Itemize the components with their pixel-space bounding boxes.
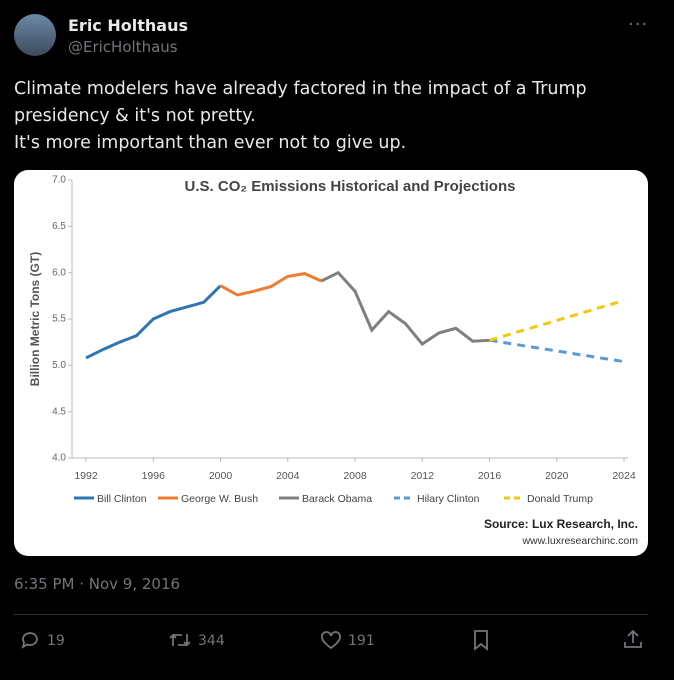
source: Source: Lux Research, Inc. [484,517,638,531]
y-tick-label: 5.5 [52,314,66,325]
y-axis-label: Billion Metric Tons (GT) [28,252,42,386]
y-tick-label: 7.0 [52,175,66,186]
like-icon[interactable] [320,630,342,650]
series-line [489,299,625,342]
legend-label: Hilary Clinton [417,493,480,505]
series-line [320,270,490,347]
divider [14,614,648,615]
legend-label: George W. Bush [181,493,258,505]
legend-label: Barack Obama [302,493,372,505]
like-count[interactable]: 191 [348,633,375,649]
x-tick-label: 2016 [478,470,502,482]
chart-title: U.S. CO₂ Emissions Historical and Projec… [185,178,516,195]
legend-label: Donald Trump [527,493,593,505]
author-name[interactable]: Eric Holthaus [68,16,188,35]
legend-label: Bill Clinton [97,493,147,505]
x-tick-label: 2000 [209,470,233,482]
retweet-icon[interactable] [168,630,192,650]
series-line [489,338,625,364]
series-line [85,284,222,360]
reply-count[interactable]: 19 [47,633,65,649]
y-tick-label: 4.0 [52,453,66,464]
x-tick-label: 1996 [142,470,166,482]
chart-image[interactable]: U.S. CO₂ Emissions Historical and Projec… [14,170,648,556]
paragraph: Climate modelers have already factored i… [14,79,587,126]
y-tick-label: 4.5 [52,406,66,417]
y-tick-label: 6.5 [52,221,66,232]
bookmark-icon[interactable] [472,629,490,651]
y-tick-label: 6.0 [52,267,66,278]
y-tick-label: 5.0 [52,360,66,371]
share-icon[interactable] [622,628,644,650]
more-menu[interactable]: ··· [628,14,649,35]
x-tick-label: 2020 [545,470,569,482]
x-tick-label: 2004 [276,470,300,482]
series-line [219,272,322,297]
timestamp[interactable]: 6:35 PM · Nov 9, 2016 [14,575,181,593]
retweet-count[interactable]: 344 [198,633,225,649]
x-tick-label: 1992 [74,470,98,482]
author-handle[interactable]: @EricHolthaus [68,38,178,56]
source-url: www.luxresearchinc.com [521,535,638,547]
x-tick-label: 2008 [343,470,367,482]
x-tick-label: 2024 [612,470,636,482]
x-tick-label: 2012 [411,470,435,482]
avatar[interactable] [14,14,56,56]
paragraph: It's more important than ever not to giv… [14,133,407,153]
reply-icon[interactable] [20,630,40,650]
tweet-text: Climate modelers have already factored i… [14,76,614,157]
